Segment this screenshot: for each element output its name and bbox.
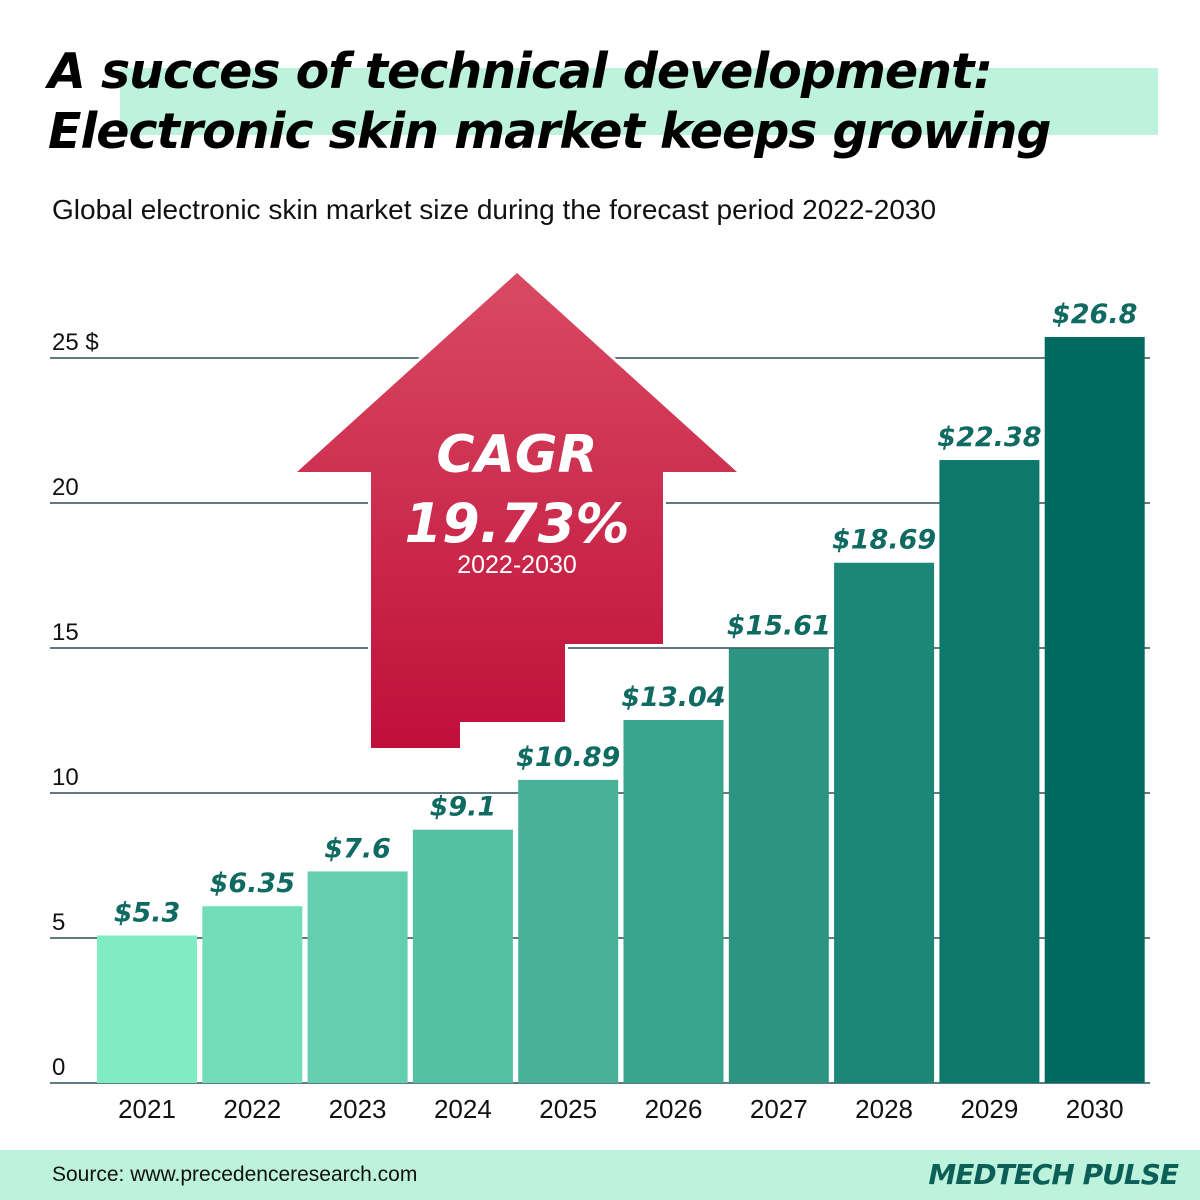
data-label: $5.3 bbox=[114, 897, 181, 928]
x-tick-label: 2029 bbox=[960, 1094, 1018, 1124]
y-tick-label: 5 bbox=[52, 909, 65, 936]
x-tick-label: 2024 bbox=[434, 1094, 492, 1124]
x-tick-label: 2025 bbox=[539, 1094, 597, 1124]
bar-2025 bbox=[518, 779, 619, 1083]
cagr-value: 19.73% bbox=[405, 492, 630, 555]
bar-2021 bbox=[97, 935, 197, 1083]
data-label: $9.1 bbox=[430, 792, 497, 823]
data-label: $6.35 bbox=[210, 868, 295, 899]
bar-2026 bbox=[623, 720, 724, 1083]
x-tick-label: 2022 bbox=[223, 1094, 281, 1124]
page-title: A succes of technical development: Elect… bbox=[48, 42, 1051, 162]
x-tick-label: 2021 bbox=[118, 1094, 176, 1124]
bar-2029 bbox=[939, 460, 1040, 1084]
source-text: Source: www.precedenceresearch.com bbox=[52, 1163, 418, 1186]
data-label: $7.6 bbox=[324, 833, 391, 864]
bar-2030 bbox=[1044, 337, 1145, 1083]
cagr-period: 2022-2030 bbox=[457, 551, 577, 579]
brand-logo: MEDTECH PULSE bbox=[928, 1158, 1179, 1191]
x-tick-label: 2028 bbox=[855, 1094, 913, 1124]
title-line-2: Electronic skin market keeps growing bbox=[48, 103, 1051, 160]
data-label: $10.89 bbox=[516, 742, 620, 773]
x-tick-label: 2023 bbox=[329, 1094, 387, 1124]
bar-2027 bbox=[728, 648, 829, 1083]
title-highlight bbox=[120, 68, 1158, 135]
data-label: $15.61 bbox=[727, 610, 831, 641]
title-line-1: A succes of technical development: bbox=[48, 43, 993, 100]
arrow-up-icon bbox=[289, 268, 745, 751]
bar-2023 bbox=[307, 871, 408, 1083]
x-tick-label: 2026 bbox=[645, 1094, 703, 1124]
y-tick-label: 0 bbox=[52, 1054, 65, 1081]
subtitle: Global electronic skin market size durin… bbox=[52, 194, 937, 225]
cagr-arrow: CAGR 19.73% 2022-2030 bbox=[289, 268, 745, 751]
x-tick-label: 2027 bbox=[750, 1094, 808, 1124]
data-label: $22.38 bbox=[937, 422, 1041, 453]
y-tick-label: 10 bbox=[52, 764, 79, 791]
footer-band bbox=[0, 1150, 1200, 1200]
bar-2028 bbox=[834, 562, 935, 1083]
x-tick-label: 2030 bbox=[1066, 1094, 1124, 1124]
data-label: $13.04 bbox=[621, 682, 725, 713]
bar-2022 bbox=[202, 906, 303, 1083]
y-tick-label: 20 bbox=[52, 474, 79, 501]
bar-2024 bbox=[412, 829, 513, 1083]
data-label: $26.8 bbox=[1052, 299, 1137, 330]
cagr-label: CAGR bbox=[436, 425, 597, 485]
y-tick-label: 15 bbox=[52, 619, 79, 646]
y-tick-label: 25 $ bbox=[52, 329, 99, 356]
data-label: $18.69 bbox=[832, 525, 936, 556]
